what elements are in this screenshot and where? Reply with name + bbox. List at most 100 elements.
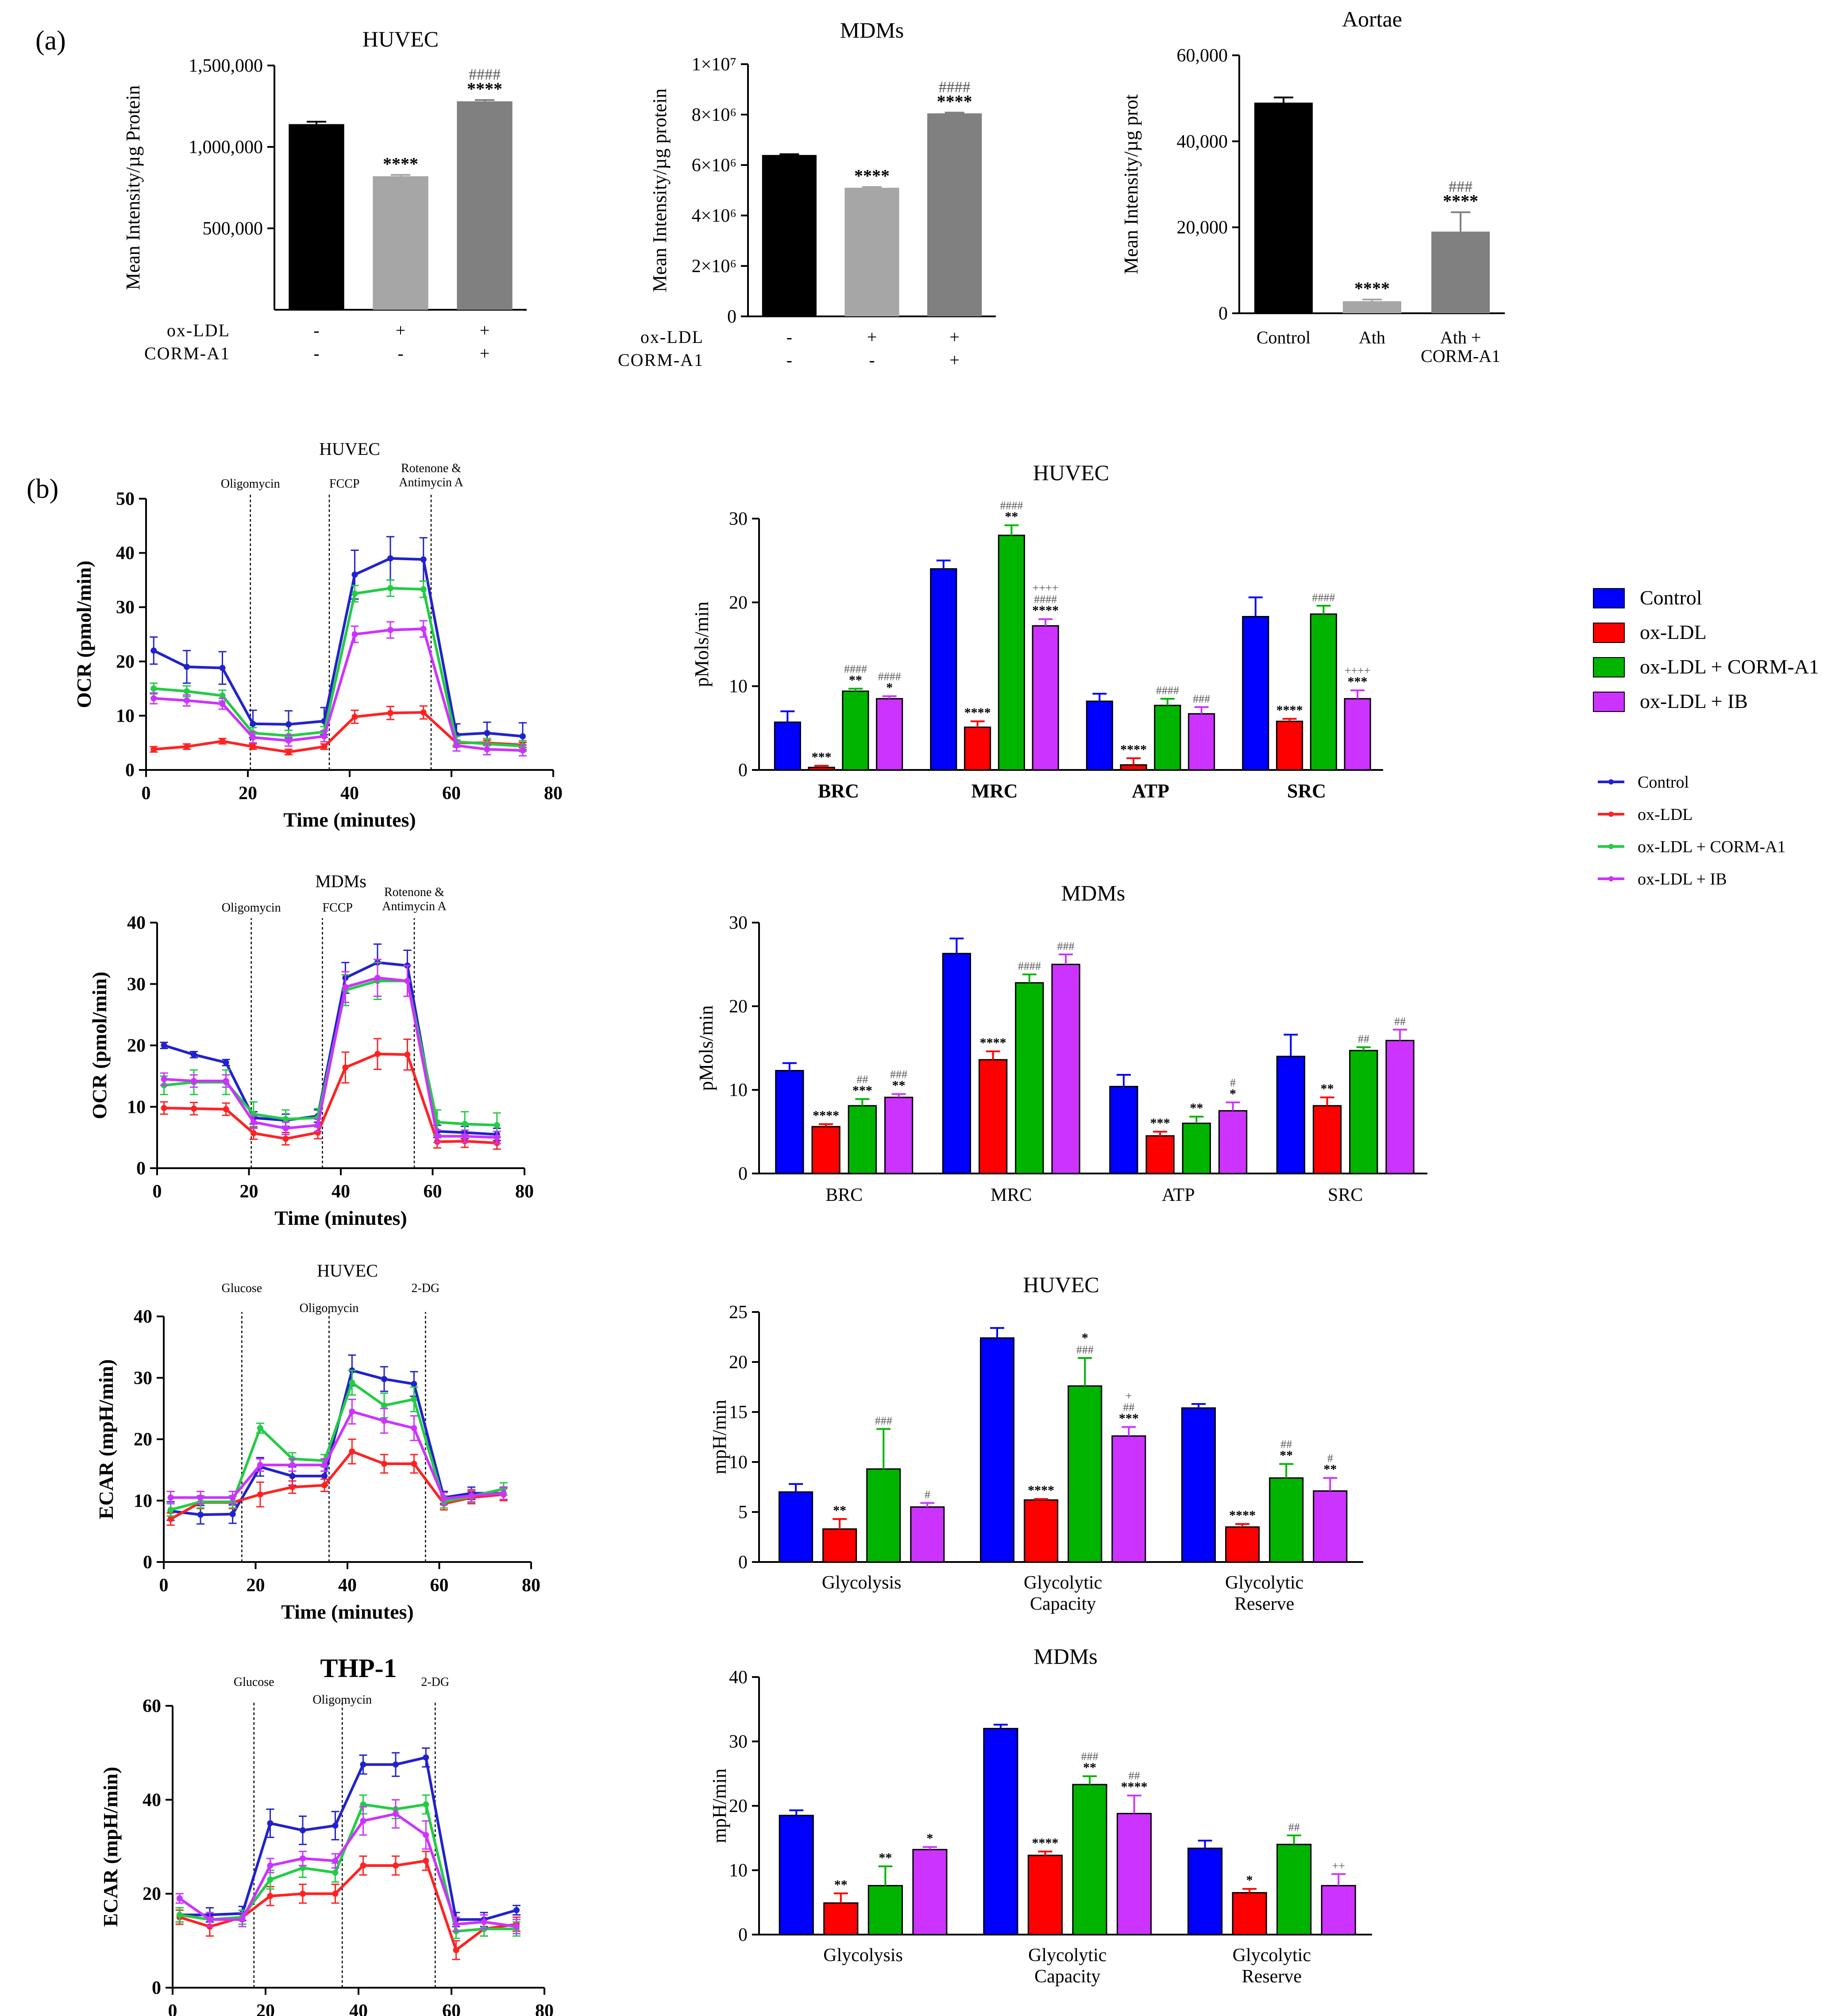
series-ox-ldl-corm-a1	[175, 1794, 520, 1939]
data-point	[250, 743, 256, 750]
data-point	[321, 733, 328, 739]
data-point	[440, 1496, 447, 1502]
bar	[844, 188, 899, 316]
legend-bar: Control ox-LDL ox-LDL + CORM-A1 ox-LDL + IB	[1593, 586, 1819, 712]
chart-title: MDMs	[840, 18, 904, 42]
data-point	[184, 697, 190, 704]
event-label: Oligomycin	[300, 1301, 359, 1315]
data-point	[282, 1125, 289, 1131]
data-point	[351, 631, 358, 638]
x-category-label: Ath	[1359, 327, 1385, 347]
x-tick-label: 0	[142, 783, 151, 804]
data-point	[387, 585, 393, 592]
y-tick-label: 0	[152, 1978, 161, 1998]
data-point	[453, 1921, 459, 1928]
bar	[1218, 1110, 1248, 1174]
data-point	[484, 730, 490, 736]
y-tick-label: 30	[729, 913, 748, 933]
y-tick-label: 20,000	[1177, 218, 1228, 238]
data-point	[197, 1512, 204, 1518]
data-point	[420, 556, 427, 563]
chart-a2: MDMs Mean Intensity/µg protein 0 2×10⁶ 4×10⁶…	[618, 18, 996, 370]
x-category-label: CORM-A1	[1421, 346, 1500, 366]
x-category-label: Reserve	[1242, 1966, 1302, 1987]
data-point	[453, 742, 460, 749]
data-point	[161, 1105, 167, 1112]
significance-label: +	[1126, 1389, 1132, 1402]
significance-label: ##	[1288, 1821, 1300, 1834]
bar	[1187, 1847, 1223, 1935]
data-point	[360, 1862, 366, 1869]
legend-label: ox-LDL + CORM-A1	[1640, 655, 1819, 678]
chart-title: Aortae	[1342, 7, 1402, 31]
bar	[942, 953, 971, 1174]
significance-label: *	[1246, 1873, 1253, 1888]
significance-label: ****	[1121, 1780, 1148, 1794]
x-tick-label: 0	[159, 1575, 169, 1596]
data-point	[360, 1818, 366, 1824]
data-point	[219, 665, 226, 671]
significance-label: ++	[1332, 1859, 1345, 1872]
significance-label: ###	[1081, 1750, 1099, 1763]
x-tick-label: 0	[168, 2001, 177, 2016]
y-tick-label: 2×10⁶	[692, 256, 736, 277]
significance-label: ***	[1119, 1411, 1139, 1426]
y-tick-label: 10	[116, 706, 135, 726]
data-point	[150, 685, 157, 692]
significance-label: ****	[937, 91, 972, 111]
legend-marker	[1608, 844, 1614, 849]
y-tick-label: 40	[143, 1790, 161, 1810]
x-category-label: BRC	[818, 780, 859, 802]
significance-label: ****	[467, 79, 502, 99]
bar	[980, 1337, 1015, 1563]
bar	[779, 1491, 813, 1563]
data-point	[332, 1890, 339, 1897]
data-point	[223, 1106, 229, 1112]
bar	[1431, 231, 1490, 313]
row-cell: +	[949, 327, 960, 347]
y-tick-label: 500,000	[203, 219, 263, 239]
legend-label: ox-LDL	[1638, 805, 1693, 824]
bar	[983, 1727, 1018, 1935]
x-category-label: MRC	[971, 780, 1018, 802]
bar	[1024, 1499, 1059, 1563]
row-label: CORM-A1	[618, 350, 704, 370]
data-point	[493, 1122, 500, 1128]
significance-label: ###	[1057, 940, 1075, 953]
significance-label: **	[1190, 1100, 1203, 1115]
x-category-label: ATP	[1162, 1185, 1195, 1205]
y-tick-label: 1,000,000	[189, 137, 263, 158]
y-tick-label: 0	[738, 1925, 748, 1945]
data-point	[423, 1858, 429, 1864]
data-point	[229, 1511, 236, 1517]
x-category-label: SRC	[1287, 780, 1326, 802]
row-label: ox-LDL	[167, 320, 230, 340]
data-point	[315, 1122, 321, 1128]
chart-title: MDMs	[315, 871, 366, 891]
x-tick-label: 80	[544, 783, 563, 804]
x-tick-label: 40	[349, 2001, 368, 2016]
data-point	[453, 1947, 459, 1954]
y-tick-label: 1×10⁷	[692, 54, 736, 75]
series-ox-ldl-ib	[166, 1398, 508, 1506]
y-tick-label: 6×10⁶	[692, 155, 736, 176]
data-point	[150, 695, 157, 702]
bar	[848, 1105, 877, 1174]
data-point	[150, 647, 157, 654]
x-category-label: Capacity	[1030, 1594, 1096, 1614]
bar	[1027, 1854, 1063, 1935]
y-tick-label: 8×10⁶	[692, 105, 736, 125]
data-point	[423, 1831, 429, 1838]
significance-label: ****	[813, 1108, 839, 1123]
significance-label: ***	[812, 750, 832, 765]
y-tick-label: 5	[738, 1502, 748, 1523]
bar	[998, 535, 1025, 771]
significance-label: **	[879, 1851, 892, 1865]
data-point	[191, 1105, 197, 1112]
row-cell: +	[480, 343, 490, 363]
significance-label: ####	[1312, 591, 1335, 604]
x-tick-label: 20	[247, 1575, 265, 1596]
y-tick-label: 15	[729, 1402, 748, 1423]
